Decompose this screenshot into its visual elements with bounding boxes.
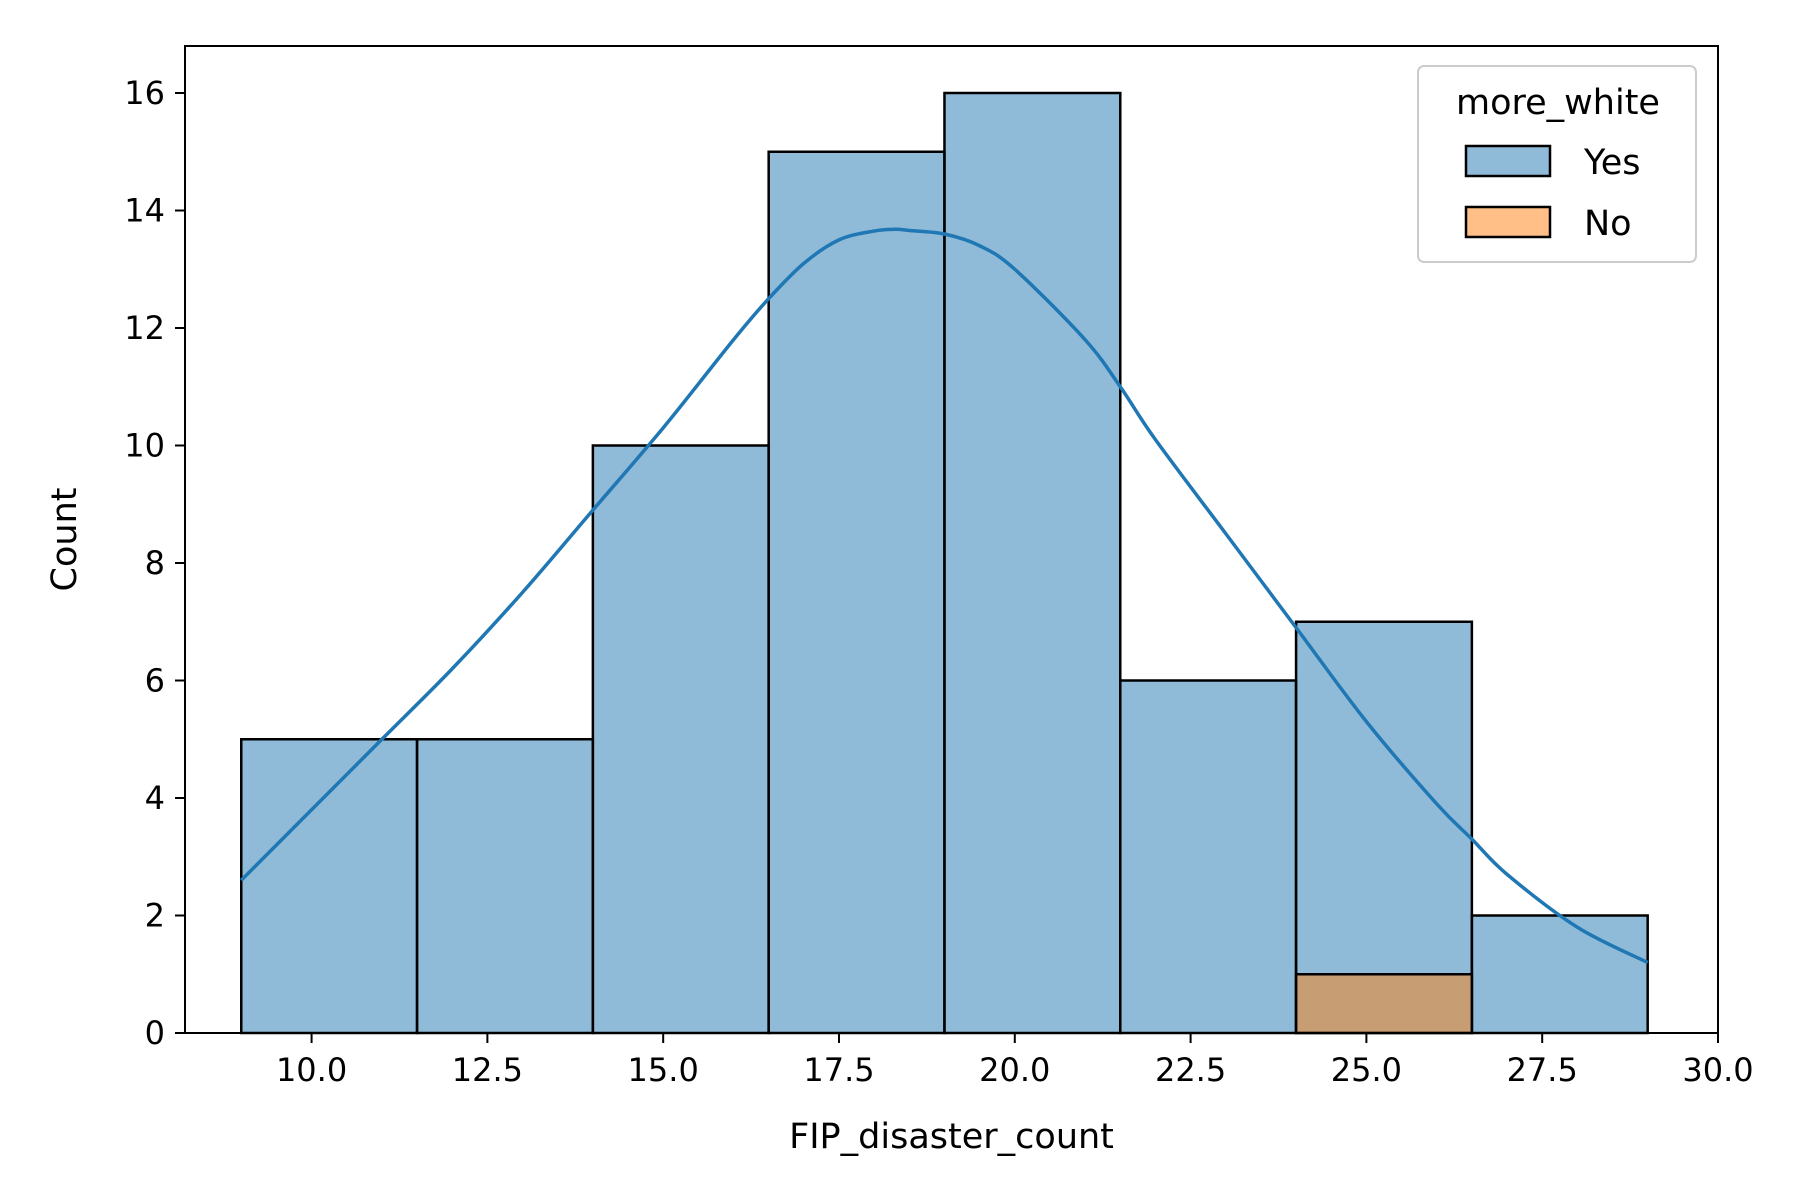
x-tick-label: 10.0: [276, 1051, 347, 1089]
bars-no-series: [1294, 973, 1474, 1035]
legend-swatch-yes: [1464, 144, 1552, 178]
x-tick-label: 20.0: [979, 1051, 1050, 1089]
bar-yes-1: [415, 738, 595, 1035]
x-tick-label: 27.5: [1507, 1051, 1578, 1089]
legend: more_white Yes No: [1417, 65, 1697, 263]
plot-area-frame: [184, 45, 1719, 1034]
y-tick-label: 0: [145, 1014, 165, 1052]
bar-yes-2: [591, 444, 770, 1035]
x-tick-label: 15.0: [628, 1051, 699, 1089]
x-tick-label: 17.5: [803, 1051, 874, 1089]
y-axis-ticks: 0 2 4 6 8 10 12 14 16: [124, 74, 185, 1052]
kde-curve-yes: [240, 227, 1649, 965]
bar-yes-0: [240, 738, 419, 1035]
x-tick-label: 30.0: [1682, 1051, 1753, 1089]
x-tick-label: 25.0: [1331, 1051, 1402, 1089]
legend-title: more_white: [1456, 83, 1660, 123]
bar-yes-4: [943, 91, 1122, 1035]
x-axis-label: FIP_disaster_count: [789, 1117, 1114, 1157]
bars-yes-series: [240, 91, 1649, 1035]
y-tick-label: 14: [124, 192, 165, 230]
bar-no-6: [1294, 973, 1474, 1035]
y-tick-label: 6: [145, 662, 165, 700]
legend-swatch-no: [1464, 205, 1552, 239]
y-tick-label: 10: [124, 427, 165, 465]
bar-yes-7: [1470, 914, 1649, 1035]
y-tick-label: 16: [124, 74, 165, 112]
bar-yes-5: [1119, 679, 1298, 1035]
legend-label-yes: Yes: [1583, 143, 1641, 183]
y-tick-label: 12: [124, 309, 165, 347]
x-tick-label: 12.5: [452, 1051, 523, 1089]
x-axis-ticks: 10.0 12.5 15.0 17.5 20.0 22.5 25.0 27.5 30.0: [276, 1033, 1754, 1089]
bar-yes-3: [767, 150, 946, 1035]
y-axis-label: Count: [45, 488, 85, 592]
y-tick-label: 8: [145, 544, 165, 582]
x-tick-label: 22.5: [1155, 1051, 1226, 1089]
y-tick-label: 2: [145, 897, 165, 935]
y-tick-label: 4: [145, 779, 165, 817]
bar-yes-6: [1294, 620, 1474, 1035]
legend-label-no: No: [1584, 204, 1632, 244]
